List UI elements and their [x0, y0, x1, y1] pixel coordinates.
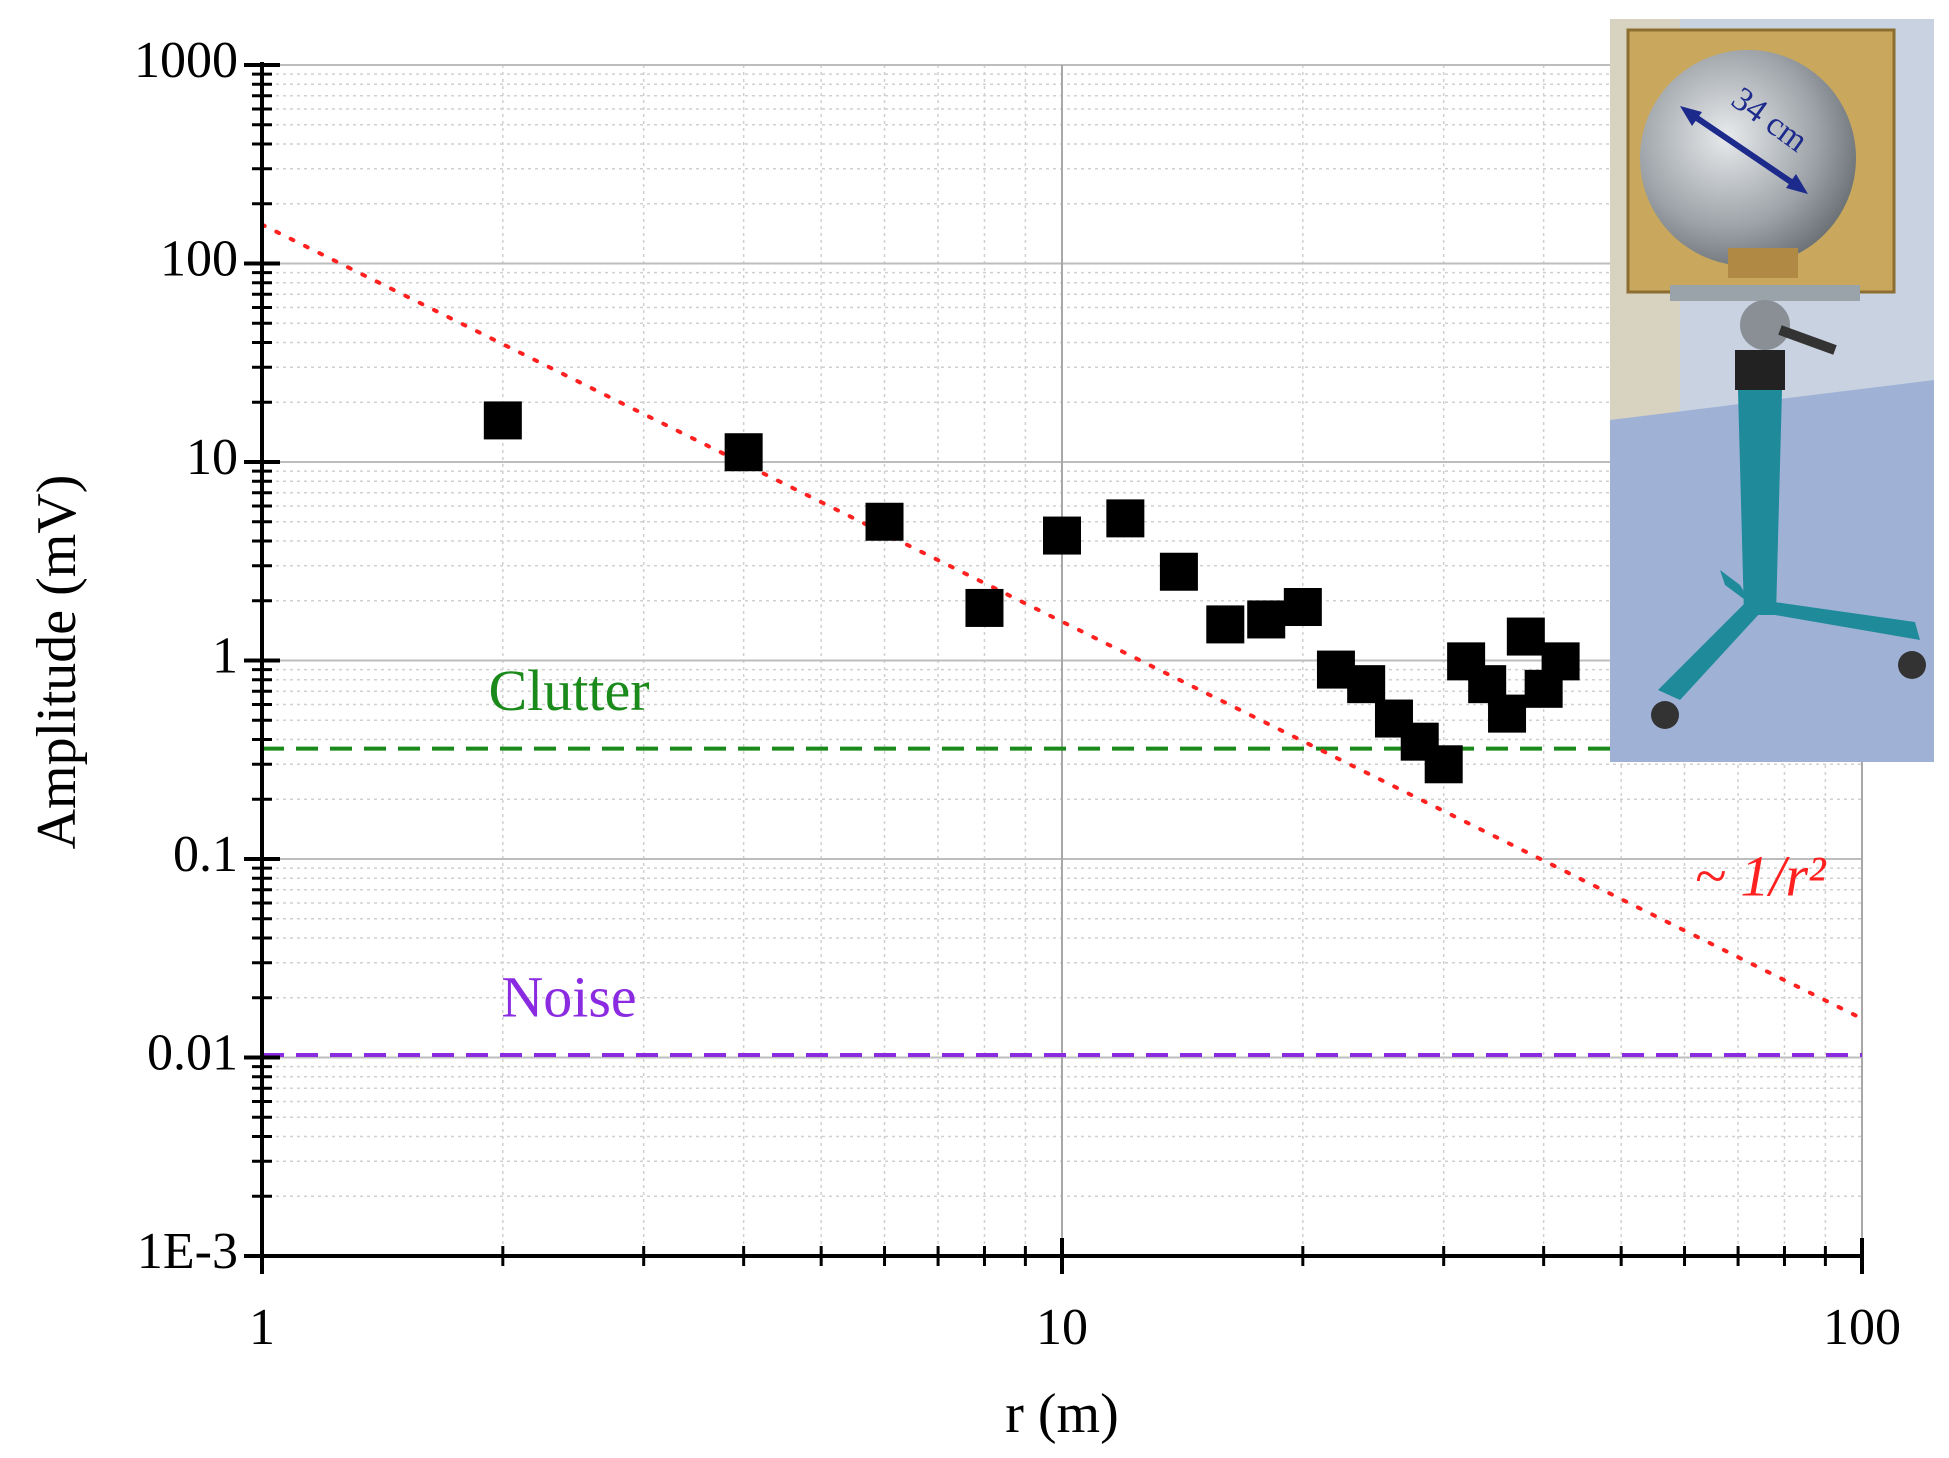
data-point	[1347, 665, 1386, 704]
photo-wheel	[1651, 701, 1679, 729]
photo-leg	[1658, 600, 1772, 700]
data-point	[1424, 745, 1463, 784]
data-point	[483, 401, 522, 440]
grid	[261, 64, 1863, 1257]
y-tick-label: 1	[212, 627, 238, 684]
y-tick-label: 1E-3	[137, 1223, 238, 1280]
data-point	[1488, 694, 1527, 733]
data-point	[1506, 617, 1545, 656]
photo-arrowhead	[1786, 174, 1808, 194]
data-point	[1247, 600, 1286, 639]
photo-arrow	[1686, 109, 1802, 191]
y-tick-label: 10	[186, 429, 238, 486]
inset-photo: 34 cm	[1610, 19, 1934, 762]
fit-label: ~ 1/r²	[1695, 843, 1828, 908]
data-point	[1541, 642, 1580, 681]
data-point	[1206, 605, 1245, 644]
data-point	[1159, 552, 1198, 591]
reference-label: Clutter	[488, 658, 649, 723]
data-point	[724, 433, 763, 472]
photo-block	[1728, 248, 1798, 278]
axes	[244, 62, 1864, 1274]
photo-arrowhead	[1680, 106, 1702, 126]
data-point	[965, 588, 1004, 627]
y-tick-label: 1000	[134, 32, 238, 89]
data-point	[865, 502, 904, 541]
photo-head	[1740, 300, 1790, 350]
photo-handle	[1778, 325, 1837, 355]
y-tick-label: 100	[160, 230, 238, 287]
fit-line	[260, 222, 1864, 1021]
y-tick-label: 0.01	[147, 1024, 238, 1081]
photo-dish	[1640, 50, 1856, 266]
photo-clamp	[1735, 350, 1785, 390]
photo-wheel	[1898, 651, 1926, 679]
photo-leg	[1760, 600, 1920, 640]
photo-pole	[1738, 390, 1782, 615]
x-tick-label: 100	[1823, 1299, 1901, 1356]
plot: Clutter Noise ~ 1/r²	[260, 222, 1864, 1057]
reference-label: Noise	[501, 964, 636, 1029]
y-axis-title: Amplitude (mV)	[26, 475, 88, 850]
data-point	[1043, 516, 1081, 555]
x-axis-title: r (m)	[1005, 1383, 1119, 1445]
x-tick-label: 10	[1036, 1299, 1088, 1356]
data-point	[1283, 588, 1322, 627]
photo-plate	[1670, 285, 1860, 301]
photo-leg	[1720, 570, 1752, 605]
y-tick-label: 0.1	[173, 826, 238, 883]
data-point	[1106, 499, 1145, 538]
x-tick-label: 1	[249, 1299, 275, 1356]
